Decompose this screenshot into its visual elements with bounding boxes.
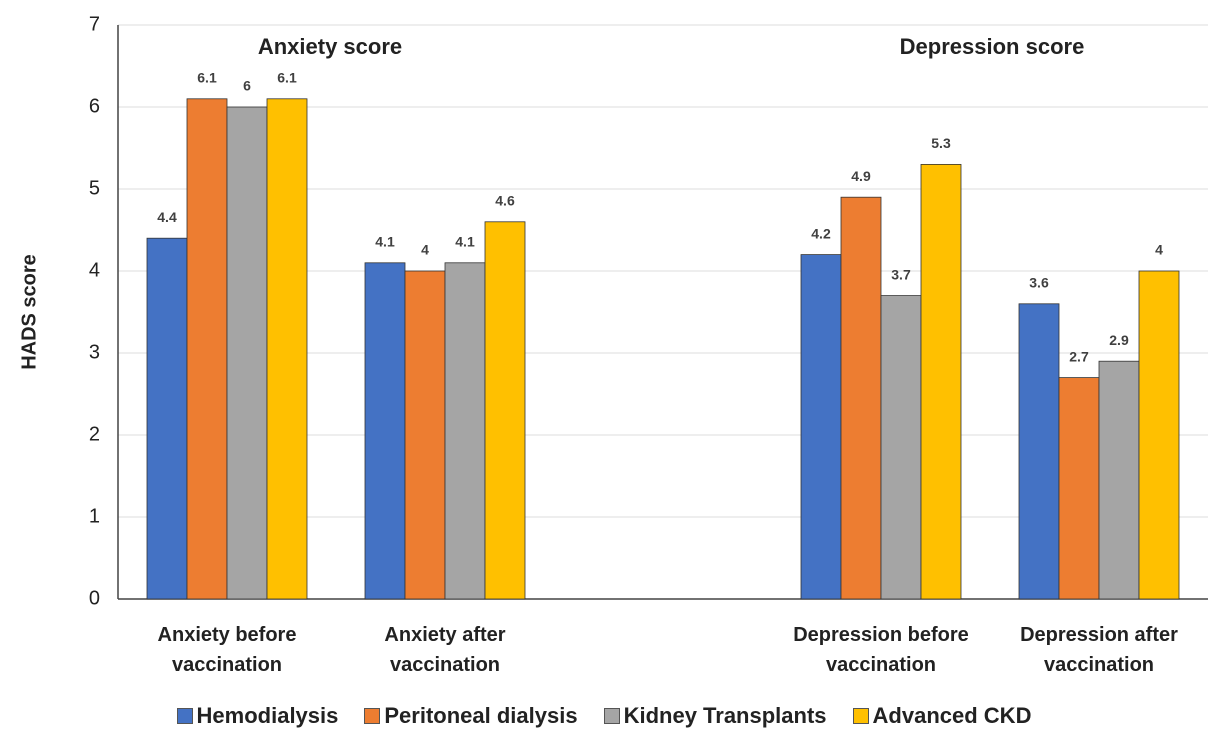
bar <box>880 295 922 600</box>
y-tick-label: 7 <box>89 13 100 35</box>
y-tick-label: 6 <box>89 95 100 117</box>
bar <box>1098 360 1140 600</box>
annotation: Depression score <box>900 34 1085 59</box>
bar <box>404 270 446 600</box>
y-axis-label: HADS score <box>18 254 40 370</box>
bar <box>800 254 842 600</box>
bar <box>1018 303 1060 600</box>
data-label: 5.3 <box>931 135 951 151</box>
data-label: 3.7 <box>891 266 911 282</box>
legend-item: Kidney Transplants <box>603 703 827 729</box>
y-tick-label: 0 <box>89 587 100 609</box>
data-label: 4.6 <box>495 193 515 209</box>
data-label: 2.9 <box>1109 332 1129 348</box>
data-label: 4.1 <box>375 234 395 250</box>
bar <box>444 262 486 600</box>
data-label: 2.7 <box>1069 348 1089 364</box>
legend-item: Peritoneal dialysis <box>364 703 578 729</box>
bar <box>146 237 188 600</box>
y-tick-label: 4 <box>89 259 100 281</box>
y-tick-label: 2 <box>89 423 100 445</box>
legend-label: Hemodialysis <box>196 703 339 728</box>
bar <box>1058 377 1100 600</box>
legend-label: Kidney Transplants <box>623 703 827 728</box>
data-label: 4.9 <box>851 168 871 184</box>
bar <box>364 262 406 600</box>
x-tick-label: Anxiety after vaccination <box>384 624 506 676</box>
data-label: 6.1 <box>277 70 297 86</box>
legend-swatch <box>852 708 869 724</box>
bar <box>186 98 228 600</box>
legend-swatch <box>176 708 193 724</box>
legend-label: Peritoneal dialysis <box>384 703 578 728</box>
bar <box>266 98 308 600</box>
y-tick-label: 3 <box>89 341 100 363</box>
data-label: 6 <box>243 78 251 94</box>
legend: Hemodialysis Peritoneal dialysis Kidney Tr… <box>0 703 1208 729</box>
x-tick-label: Depression after vaccination <box>1020 624 1178 676</box>
bar <box>840 196 882 600</box>
annotation: Anxiety score <box>258 34 402 59</box>
bar <box>920 163 962 600</box>
legend-label: Advanced CKD <box>872 703 1032 728</box>
data-label: 4.2 <box>811 225 831 241</box>
bar <box>1138 270 1180 600</box>
bar <box>226 106 268 600</box>
data-label: 4.1 <box>455 234 475 250</box>
data-label: 4 <box>421 242 429 258</box>
bar <box>484 221 526 600</box>
x-tick-label: Anxiety before vaccination <box>157 624 297 676</box>
y-tick-label: 5 <box>89 177 100 199</box>
data-label: 4 <box>1155 242 1163 258</box>
data-label: 6.1 <box>197 70 217 86</box>
legend-swatch <box>364 708 381 724</box>
data-label: 3.6 <box>1029 275 1049 291</box>
data-label: 4.4 <box>157 209 177 225</box>
y-tick-label: 1 <box>89 505 100 527</box>
legend-item: Hemodialysis <box>176 703 339 729</box>
legend-swatch <box>603 708 620 724</box>
legend-item: Advanced CKD <box>852 703 1032 729</box>
x-tick-label: Depression before vaccination <box>793 624 969 676</box>
